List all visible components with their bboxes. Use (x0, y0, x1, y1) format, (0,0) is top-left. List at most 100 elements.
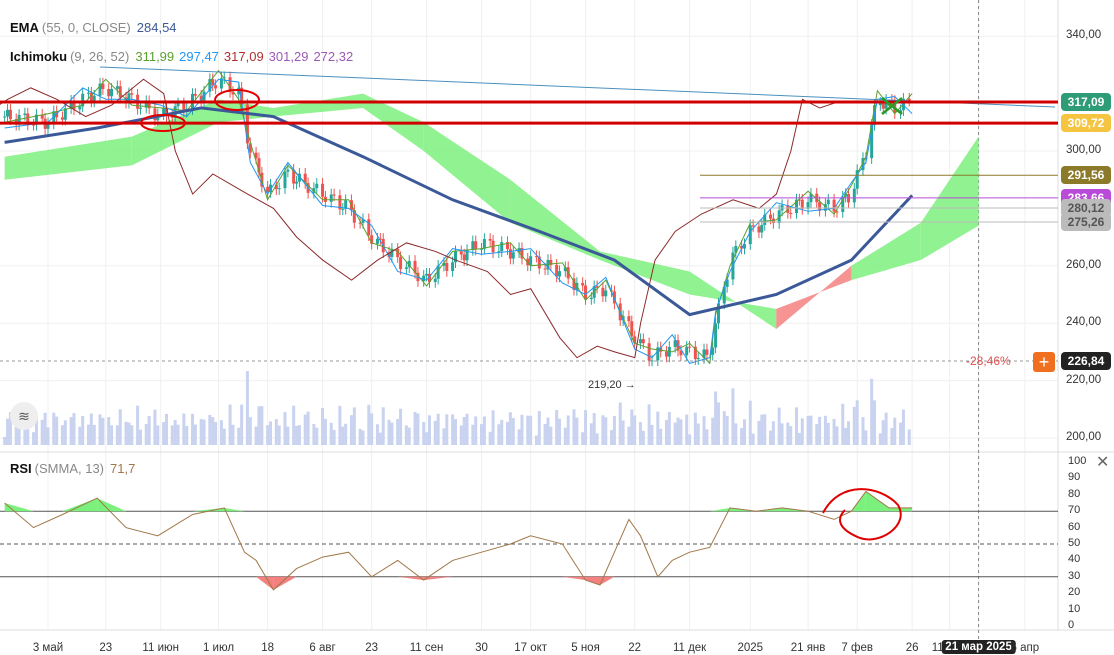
rsi-legend[interactable]: RSI (SMMA, 13) 71,7 (10, 461, 140, 476)
candle (841, 196, 845, 213)
rsi-fill (562, 576, 586, 581)
candle (601, 287, 605, 297)
volume-bar (711, 417, 715, 445)
candle (534, 256, 538, 258)
trend-line (99, 66, 1056, 108)
x-tick-label: 11 июн (142, 642, 179, 654)
candle (474, 241, 478, 250)
close-pane-icon[interactable]: ✕ (1096, 454, 1110, 471)
volume-bar (685, 414, 689, 445)
volume-bar (92, 424, 96, 445)
volume-bar (110, 425, 114, 445)
volume-bar (214, 422, 218, 445)
candle (170, 116, 174, 118)
volume-bar (488, 431, 492, 445)
volume-bar (283, 412, 287, 445)
drawing-circle (140, 114, 186, 132)
volume-bar (742, 419, 746, 445)
candle (127, 93, 131, 103)
volume-bar (563, 427, 567, 445)
volume-bar (191, 413, 194, 445)
price-tag: 280,12 (1061, 199, 1111, 218)
volume-bar (549, 426, 553, 445)
volume-bar (396, 418, 400, 445)
candle (482, 238, 486, 249)
volume-bar (23, 424, 27, 445)
volume-bar (147, 415, 151, 445)
ichimoku-legend[interactable]: Ichimoku (9, 26, 52) 311,99 297,47 317,09 301… (10, 49, 358, 64)
x-tick-label: 22 (628, 642, 642, 654)
volume-bar (427, 415, 431, 445)
volume-bar (237, 427, 241, 445)
volume-bar (826, 422, 830, 445)
candle (480, 248, 483, 250)
volume-bar (847, 421, 851, 445)
volume-bar (517, 429, 521, 445)
volume-bar (55, 416, 59, 445)
candle (459, 251, 463, 255)
x-tick-label: 2025 (737, 642, 764, 654)
volume-bar (370, 413, 374, 445)
price-tag: 275,26 (1061, 213, 1111, 231)
volume-bar (185, 425, 189, 445)
volume-bar (14, 422, 18, 445)
candle (78, 106, 82, 110)
rsi-fill (599, 576, 615, 585)
volume-bar (63, 420, 67, 445)
volume-bar (32, 432, 36, 445)
volume-bar (40, 419, 44, 445)
rsi-fill (97, 498, 127, 512)
volume-bar (292, 405, 296, 445)
rsi-fill (273, 576, 297, 590)
volume-bar (520, 414, 524, 445)
volume-bar (815, 424, 819, 445)
candle (500, 242, 504, 252)
ema-legend[interactable]: EMA (55, 0, CLOSE) 284,54 (10, 20, 182, 35)
volume-bar (760, 414, 764, 445)
volume-bar (52, 412, 56, 445)
candle (433, 278, 437, 283)
volume-bar (797, 433, 801, 445)
candle (696, 358, 700, 360)
candle (422, 275, 426, 282)
volume-bar (156, 425, 160, 445)
rsi-tick-label: 40 (1068, 553, 1081, 566)
candle (115, 86, 119, 89)
add-plus-icon[interactable]: + (1033, 352, 1055, 372)
rsi-tick-label: 0 (1068, 619, 1075, 631)
y-tick-label: 340,00 (1066, 29, 1102, 42)
candle (257, 158, 261, 173)
candle (529, 256, 533, 266)
volume-bar (751, 433, 755, 445)
volume-bar (240, 404, 244, 445)
volume-bar (8, 412, 12, 445)
x-tick-label: 21 мар 2025 (941, 640, 1016, 654)
candle (714, 323, 718, 348)
volume-bar (832, 418, 836, 445)
ema-name: EMA (10, 20, 39, 35)
candle (193, 93, 197, 96)
volume-bar (222, 428, 226, 445)
logo-icon[interactable]: ≋ (10, 402, 38, 430)
volume-bar (361, 430, 365, 445)
volume-bar (771, 421, 775, 445)
volume-bar (795, 407, 799, 445)
rsi-tick-label: 20 (1068, 586, 1081, 599)
candle (219, 78, 223, 89)
volume-bar (425, 432, 429, 445)
candle (214, 85, 218, 89)
rsi-fill (62, 498, 98, 512)
candle (292, 169, 296, 184)
candle (870, 124, 874, 159)
candle (86, 92, 90, 94)
candle (89, 92, 93, 102)
volume-bar (508, 412, 512, 445)
volume-bar (269, 421, 273, 445)
volume-bar (480, 424, 483, 445)
candle (208, 79, 212, 92)
candle (425, 273, 429, 276)
volume-bar (228, 404, 232, 445)
candle (563, 267, 567, 272)
volume-bar (864, 430, 868, 445)
